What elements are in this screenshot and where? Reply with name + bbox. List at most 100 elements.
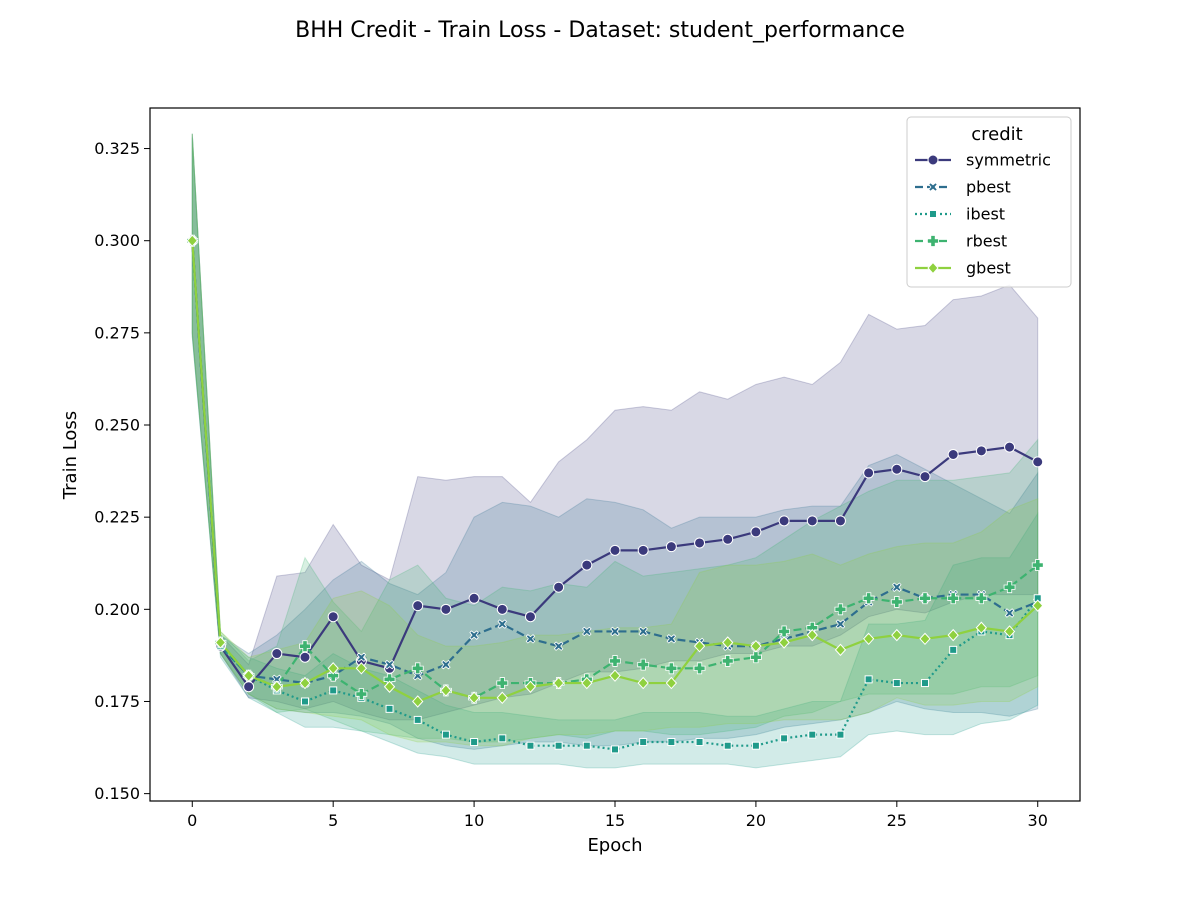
point-symmetric [440,603,452,615]
point-symmetric [975,445,987,457]
x-tick-label: 5 [328,811,338,830]
point-rbest [327,669,340,682]
legend-marker [927,235,939,247]
point-pbest [835,619,846,629]
legend-item-ibest: ibest [915,205,1005,224]
point-rbest [750,651,762,664]
legend-title: credit [971,124,1022,145]
point-symmetric [891,463,903,475]
point-ibest [611,745,619,754]
point-symmetric [694,537,706,549]
point-gbest [186,234,198,247]
point-rbest [637,658,650,671]
point-ibest [723,741,732,750]
point-gbest [947,628,959,642]
point-ibest [921,679,929,688]
y-tick-label: 0.150 [94,784,140,803]
band-pbest [191,137,1039,750]
point-ibest [554,741,563,750]
point-rbest [411,662,424,675]
x-tick-label: 15 [605,811,625,830]
legend-label: pbest [966,178,1011,197]
point-pbest [356,652,367,662]
point-ibest [441,730,450,739]
y-tick-label: 0.300 [94,231,140,250]
point-gbest [581,676,593,690]
point-symmetric [834,515,846,527]
point-rbest [609,655,621,667]
point-symmetric [299,651,311,663]
point-rbest [890,596,903,608]
point-pbest [610,626,620,637]
point-rbest [693,662,706,675]
point-rbest [299,640,311,653]
point-gbest [524,680,537,693]
x-tick-label: 0 [187,811,197,830]
x-axis: 0 5 10 15 20 25 30 [187,801,1048,830]
point-symmetric [750,526,762,538]
point-symmetric [609,544,621,556]
point-pbest [525,634,536,644]
point-gbest [665,676,678,690]
point-gbest [496,691,508,705]
point-pbest [582,626,592,637]
y-axis-label: Train Loss [60,411,81,500]
legend-label: gbest [966,259,1011,278]
point-pbest [441,659,451,670]
point-symmetric [412,600,424,612]
point-rbest [834,603,847,616]
point-rbest [496,677,509,689]
point-pbest [638,626,648,637]
point-rbest [721,655,734,667]
point-gbest [1003,625,1016,638]
point-symmetric [919,471,931,483]
point-gbest [637,676,649,690]
point-ibest [808,730,817,739]
point-symmetric [468,592,480,604]
chart-title: BHH Credit - Train Loss - Dataset: stude… [295,18,905,43]
point-ibest [639,738,648,747]
legend-marker [927,261,939,275]
band-ibest [191,133,1039,769]
point-gbest [383,680,396,693]
point-rbest [919,592,931,605]
point-gbest [299,676,311,690]
point-symmetric [553,581,565,593]
point-rbest [778,625,790,638]
point-rbest [862,592,875,605]
point-gbest [975,621,988,634]
point-gbest [834,643,847,657]
point-pbest [892,582,902,592]
point-ibest [526,741,535,750]
point-ibest [385,704,394,713]
point-symmetric [806,515,818,527]
legend-marker [927,154,939,166]
band-rbest [191,133,1039,743]
point-gbest [468,691,480,705]
legend-label: ibest [966,205,1005,224]
point-gbest [806,628,818,642]
point-rbest [1003,581,1016,594]
point-gbest [919,632,931,646]
point-rbest [355,688,368,701]
point-symmetric [496,603,508,615]
point-gbest [214,636,227,649]
point-rbest [947,592,960,605]
x-tick-label: 25 [887,811,907,830]
point-gbest [862,632,875,646]
y-tick-label: 0.325 [94,139,140,158]
point-symmetric [327,611,339,623]
point-symmetric [271,648,283,660]
point-pbest [1004,608,1015,618]
point-symmetric [524,611,536,623]
point-ibest [667,738,676,747]
legend-item-pbest: pbest [915,178,1011,197]
point-symmetric [947,449,959,460]
point-symmetric [778,515,790,527]
point-symmetric [581,559,593,571]
band-gbest [191,133,1039,747]
point-pbest [666,634,677,644]
point-gbest [271,680,283,693]
point-ibest [864,675,873,684]
